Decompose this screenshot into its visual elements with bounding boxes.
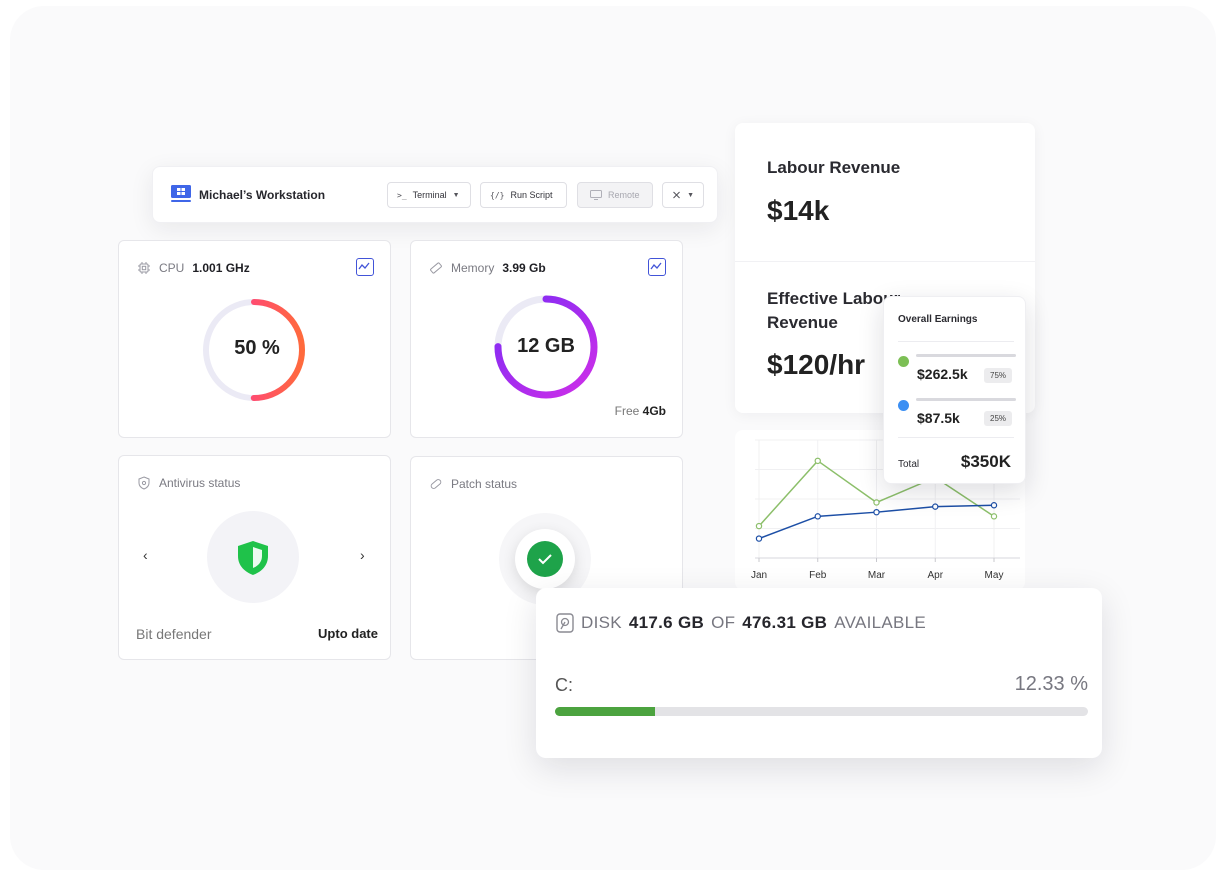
cpu-card: CPU 1.001 GHz 50 % <box>118 240 391 438</box>
antivirus-card: Antivirus status ‹ › Bit defender Upto d… <box>118 455 391 660</box>
hard-drive-icon <box>556 613 574 633</box>
chevron-down-icon: ▼ <box>452 191 460 199</box>
terminal-icon: >_ <box>397 190 407 200</box>
disk-card: DISK 417.6 GB OF 476.31 GB AVAILABLE C: … <box>536 588 1102 758</box>
workstation-toolbar: Michael’s Workstation >_ Terminal ▼ {/} … <box>152 166 718 223</box>
earnings-percent: 75% <box>984 368 1013 383</box>
memory-used: 12 GB <box>517 335 575 357</box>
memory-usage-ring <box>494 295 598 399</box>
disk-summary: DISK 417.6 GB OF 476.31 GB AVAILABLE <box>556 613 926 633</box>
antivirus-product: Bit defender <box>136 626 212 642</box>
effective-revenue-title-1: Effective Labour <box>767 289 901 308</box>
x-tick-label: Jan <box>751 570 767 581</box>
run-script-button[interactable]: {/} Run Script <box>480 182 567 208</box>
divider <box>898 341 1014 342</box>
shield-check-icon <box>238 541 268 575</box>
x-tick-label: Mar <box>868 570 886 581</box>
cpu-header: CPU 1.001 GHz <box>137 261 250 275</box>
earnings-total-label: Total <box>898 459 920 470</box>
remote-button[interactable]: Remote <box>577 182 653 208</box>
antivirus-title: Antivirus status <box>159 476 241 490</box>
cpu-trend-button[interactable] <box>356 258 374 276</box>
chevron-down-icon: ▼ <box>687 191 694 199</box>
earnings-value: $87.5k <box>917 410 960 426</box>
script-icon: {/} <box>490 190 505 200</box>
memory-free-label: Free <box>614 404 640 418</box>
overall-earnings-popup: Overall Earnings $262.5k 75% $87.5k 25% … <box>883 296 1026 484</box>
memory-free-value: 4Gb <box>642 404 666 418</box>
disk-usage-fill <box>555 707 655 716</box>
disk-total: 476.31 GB <box>742 613 828 632</box>
data-point <box>755 522 763 530</box>
disk-used: 417.6 GB <box>628 613 705 632</box>
divider <box>898 437 1014 438</box>
data-point <box>873 499 880 506</box>
effective-revenue-value: $120/hr <box>767 349 866 380</box>
data-point <box>814 513 821 520</box>
earnings-dot-blue <box>898 400 909 411</box>
earnings-total-value: $350K <box>960 452 1011 471</box>
memory-label: Memory <box>451 261 495 275</box>
earnings-value: $262.5k <box>917 366 968 382</box>
antivirus-header: Antivirus status <box>137 476 240 490</box>
memory-value: 3.99 Gb <box>502 261 546 275</box>
x-tick-label: May <box>985 570 1004 581</box>
next-arrow-icon[interactable]: › <box>360 547 365 563</box>
data-point <box>755 535 763 542</box>
earnings-title: Overall Earnings <box>898 314 978 325</box>
drive-percent: 12.33 % <box>1014 673 1088 695</box>
earnings-percent: 25% <box>984 411 1013 426</box>
workstation-title: Michael’s Workstation <box>199 188 326 202</box>
data-point <box>873 508 880 516</box>
cpu-chip-icon <box>138 262 150 274</box>
remote-monitor-icon <box>590 190 602 200</box>
antivirus-shield-icon <box>138 476 150 490</box>
divider <box>735 261 1035 262</box>
disk-label: DISK <box>581 613 622 632</box>
drive-letter: C: <box>555 675 573 695</box>
run-script-label: Run Script <box>510 190 553 200</box>
cpu-percent: 50 % <box>234 337 280 359</box>
cpu-usage-ring <box>203 299 305 401</box>
terminal-button[interactable]: >_ Terminal ▼ <box>387 182 471 208</box>
memory-stick-icon <box>430 262 442 274</box>
patch-check-badge <box>527 541 563 577</box>
patch-title: Patch status <box>451 477 518 491</box>
memory-card: Memory 3.99 Gb 12 GB Free 4Gb <box>410 240 683 438</box>
antivirus-state: Upto date <box>318 626 378 641</box>
bandage-icon <box>430 479 442 489</box>
tools-menu-button[interactable]: ▼ <box>662 182 704 208</box>
x-tick-label: Apr <box>927 570 943 581</box>
effective-revenue-title-2: Revenue <box>767 313 838 332</box>
disk-of-label: OF <box>711 613 736 632</box>
x-tick-label: Feb <box>809 570 827 581</box>
data-point <box>814 457 821 465</box>
disk-available-label: AVAILABLE <box>834 613 927 632</box>
disk-usage-bar <box>555 707 1088 716</box>
cpu-value: 1.001 GHz <box>192 261 250 275</box>
trend-icon <box>650 262 662 270</box>
data-point <box>932 503 939 510</box>
data-point <box>990 513 998 520</box>
windows-monitor-icon <box>171 185 191 202</box>
labour-revenue-title: Labour Revenue <box>767 158 901 177</box>
tools-icon <box>673 191 680 199</box>
terminal-label: Terminal <box>412 190 447 200</box>
labour-revenue-value: $14k <box>767 195 830 226</box>
patch-header: Patch status <box>429 477 517 491</box>
memory-header: Memory 3.99 Gb <box>429 261 546 275</box>
cpu-label: CPU <box>159 261 185 275</box>
memory-trend-button[interactable] <box>648 258 666 276</box>
prev-arrow-icon[interactable]: ‹ <box>143 547 148 563</box>
earnings-bar <box>916 398 1016 401</box>
check-icon <box>538 554 552 565</box>
earnings-bar <box>916 354 1016 357</box>
remote-label: Remote <box>608 190 640 200</box>
data-point <box>990 502 998 509</box>
trend-icon <box>358 262 370 270</box>
memory-free: Free 4Gb <box>615 404 666 418</box>
earnings-dot-green <box>898 356 909 367</box>
